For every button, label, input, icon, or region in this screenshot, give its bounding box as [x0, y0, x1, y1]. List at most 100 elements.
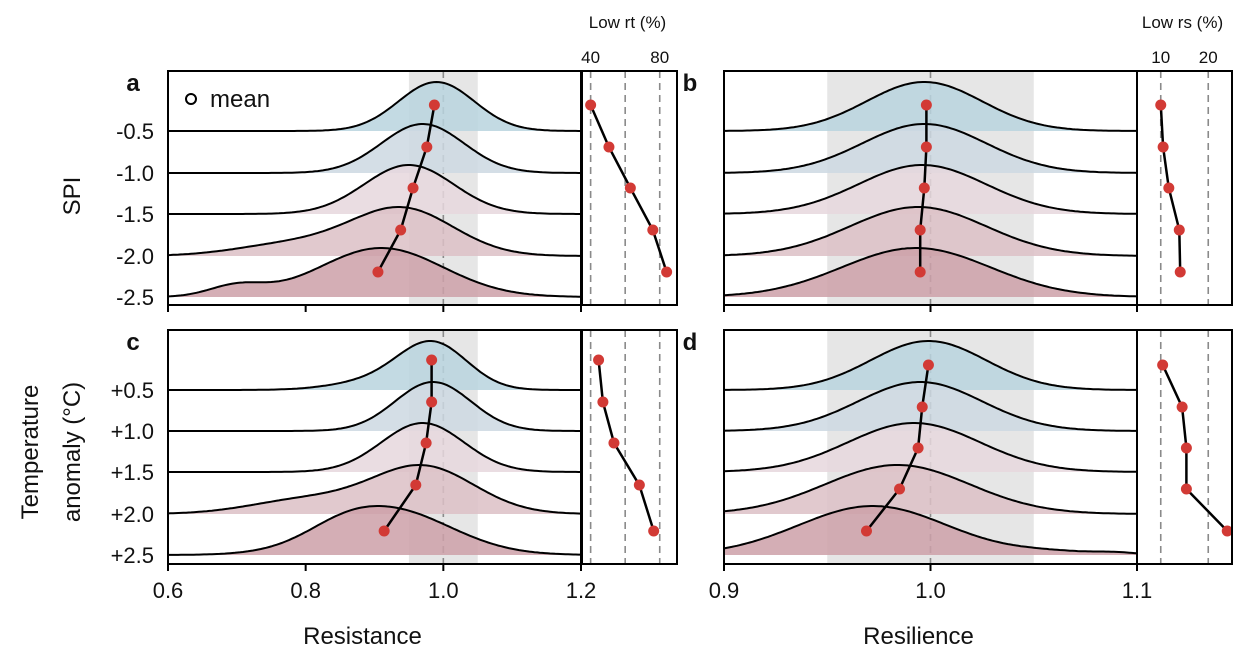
panel-a: -0.5 -1.0 -1.5 -2.0 -2.5 SPI a mean 40 80 Low rt (… [59, 13, 678, 312]
side-point [633, 479, 645, 491]
side-point [1180, 483, 1192, 495]
density-fill-3 [724, 165, 1137, 214]
mean-point [922, 359, 934, 371]
side-frame [1136, 329, 1233, 565]
density-curve-2 [168, 381, 581, 432]
mean-point [920, 141, 932, 153]
legend-marker [185, 93, 197, 105]
side-point [1176, 401, 1188, 413]
panel-d: 0.9 1.0 1.1 Resilience d [683, 329, 1233, 650]
y-tick-label: -2.0 [116, 244, 154, 269]
x-tick-label: 1.2 [566, 578, 597, 603]
density-fill-5 [724, 248, 1137, 297]
density-fill-4 [724, 465, 1137, 514]
density-fill-3 [724, 423, 1137, 472]
y-tick-label: -0.5 [116, 119, 154, 144]
density-curve-4 [168, 206, 581, 257]
density-fill-1 [168, 341, 581, 390]
side-title: Low rt (%) [589, 13, 666, 32]
panel-letter: a [126, 70, 140, 97]
y-tick-label: -2.5 [116, 285, 154, 310]
mean-point [860, 525, 872, 537]
mean-point [426, 396, 438, 408]
x-tick-label: 0.9 [709, 578, 740, 603]
density-curve-5 [168, 247, 581, 298]
x-tick-label: 0.6 [153, 578, 184, 603]
side-title: Low rs (%) [1142, 13, 1223, 32]
side-frame [1136, 70, 1233, 306]
y-tick-label: +2.5 [111, 543, 154, 568]
side-point [1157, 359, 1169, 371]
panel-b: b 10 20 Low rs (%) [683, 13, 1233, 312]
mean-point [426, 354, 438, 366]
side-tick-label: 80 [650, 48, 669, 67]
x-tick-label: 1.0 [428, 578, 459, 603]
density-curve-3 [724, 422, 1137, 473]
side-tick-label: 40 [581, 48, 600, 67]
density-curve-1 [724, 81, 1137, 132]
side-line [1161, 364, 1229, 532]
density-curve-5 [724, 247, 1137, 298]
mean-point [372, 266, 384, 278]
density-curve-3 [168, 164, 581, 215]
density-curve-1 [724, 340, 1137, 391]
side-panel: 10 20 Low rs (%) [1136, 13, 1233, 306]
x-tick-label: 1.1 [1122, 578, 1153, 603]
mean-point [395, 224, 407, 236]
y-axis-label: SPI [59, 177, 86, 216]
y-tick-label: +1.5 [111, 460, 154, 485]
side-point [661, 266, 673, 278]
mean-point [420, 437, 432, 449]
x-axis-label: Resistance [303, 623, 422, 650]
side-point [1155, 99, 1167, 111]
side-point [585, 99, 597, 111]
side-frame [581, 70, 678, 306]
y-tick-label: -1.0 [116, 161, 154, 186]
mean-point [918, 182, 930, 194]
density-curve-5 [724, 505, 1137, 555]
y-axis-label-line2: anomaly (°C) [59, 382, 86, 522]
legend-label: mean [210, 86, 270, 113]
x-tick-label: 0.8 [290, 578, 321, 603]
density-curve-3 [168, 422, 581, 473]
side-point [1157, 141, 1169, 153]
side-point [597, 396, 609, 408]
side-point [608, 437, 620, 449]
x-axis-label: Resilience [863, 623, 974, 650]
panel-letter: d [683, 329, 698, 356]
side-point [1180, 442, 1192, 454]
density-curve-2 [724, 381, 1137, 432]
side-tick-label: 10 [1151, 48, 1170, 67]
mean-point [914, 224, 926, 236]
mean-point [428, 99, 440, 111]
density-fill-2 [168, 382, 581, 431]
side-point [1163, 182, 1175, 194]
density-curve-1 [168, 340, 581, 391]
side-panel: 40 80 Low rt (%) [581, 13, 678, 306]
mean-point [894, 483, 906, 495]
density-fill-5 [724, 506, 1137, 555]
density-fill-4 [724, 207, 1137, 256]
y-tick-label: +1.0 [111, 419, 154, 444]
mean-point [410, 479, 422, 491]
density-fill-1 [168, 82, 581, 131]
density-curve-3 [724, 164, 1137, 215]
mean-point [916, 401, 928, 413]
side-line [597, 359, 655, 532]
side-tick-label: 20 [1199, 48, 1218, 67]
side-point [1173, 224, 1185, 236]
side-point [603, 141, 615, 153]
side-panel [581, 329, 678, 565]
side-frame [581, 329, 678, 565]
density-fill-5 [168, 506, 581, 555]
mean-point [914, 266, 926, 278]
mean-point [378, 525, 390, 537]
y-tick-label: +0.5 [111, 378, 154, 403]
y-tick-label: +2.0 [111, 502, 154, 527]
mean-point [920, 99, 932, 111]
x-tick-label: 1.0 [915, 578, 946, 603]
side-point [1221, 525, 1233, 537]
density-curve-2 [724, 123, 1137, 174]
mean-point [421, 141, 433, 153]
